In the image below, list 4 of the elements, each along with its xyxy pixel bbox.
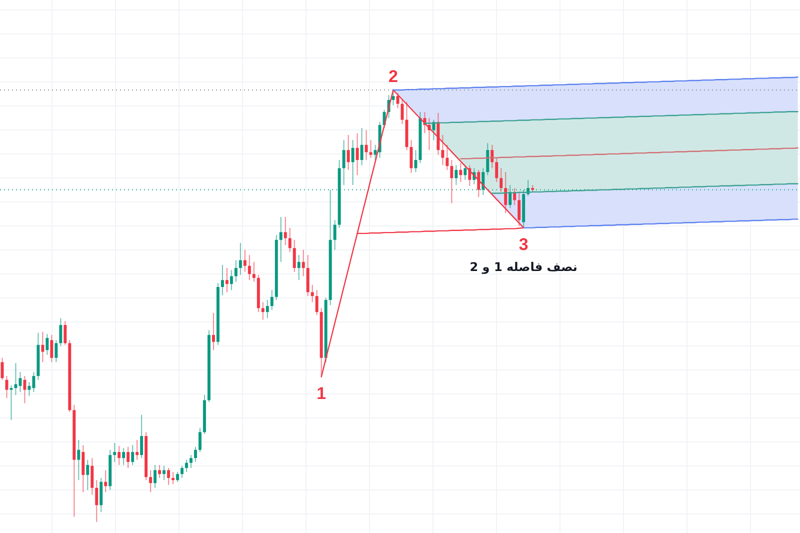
annotation: 2: [388, 67, 398, 86]
annotation: نصف فاصله 1 و 2: [470, 260, 578, 274]
annotation: 1: [316, 384, 326, 403]
annotation: 3: [518, 234, 528, 254]
